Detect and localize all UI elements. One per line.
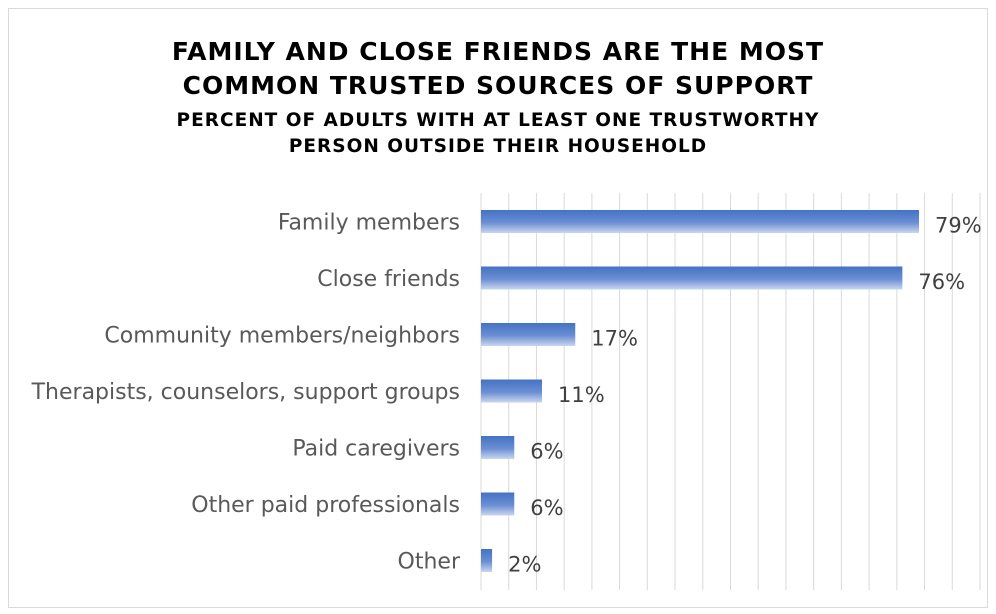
category-label: Family members [278, 211, 460, 236]
value-label: 79% [935, 214, 982, 238]
chart-title-line-1: FAMILY AND CLOSE FRIENDS ARE THE MOST [171, 37, 825, 66]
category-label: Community members/neighbors [104, 324, 460, 349]
bar [481, 436, 515, 459]
bar [481, 210, 920, 233]
chart-subtitle: PERCENT OF ADULTS WITH AT LEAST ONE TRUS… [0, 108, 996, 160]
value-label: 6% [530, 496, 563, 520]
value-labels: 79% 76% 17% 11% 6% 6% 2% [508, 214, 982, 577]
gridlines [480, 193, 981, 590]
value-label: 6% [530, 440, 563, 464]
category-label: Therapists, counselors, support groups [31, 380, 460, 405]
bar [481, 492, 515, 516]
bar [481, 379, 542, 403]
chart-title-line-2: COMMON TRUSTED SOURCES OF SUPPORT [182, 71, 814, 100]
chart-subtitle-line-2: PERSON OUTSIDE THEIR HOUSEHOLD [288, 136, 708, 157]
chart-title: FAMILY AND CLOSE FRIENDS ARE THE MOST CO… [0, 35, 996, 103]
category-label: Other [398, 550, 461, 575]
bar [481, 549, 493, 572]
bars [481, 210, 920, 572]
category-label: Close friends [317, 267, 460, 292]
chart-subtitle-line-1: PERCENT OF ADULTS WITH AT LEAST ONE TRUS… [176, 110, 820, 131]
category-label: Paid caregivers [292, 437, 460, 462]
bar [481, 323, 576, 346]
category-labels: Family members Close friends Community mem… [31, 211, 461, 575]
value-label: 76% [918, 270, 965, 294]
bar [481, 266, 903, 290]
value-label: 11% [558, 383, 605, 407]
category-label: Other paid professionals [191, 493, 460, 518]
value-label: 17% [591, 327, 638, 351]
value-label: 2% [508, 553, 541, 577]
